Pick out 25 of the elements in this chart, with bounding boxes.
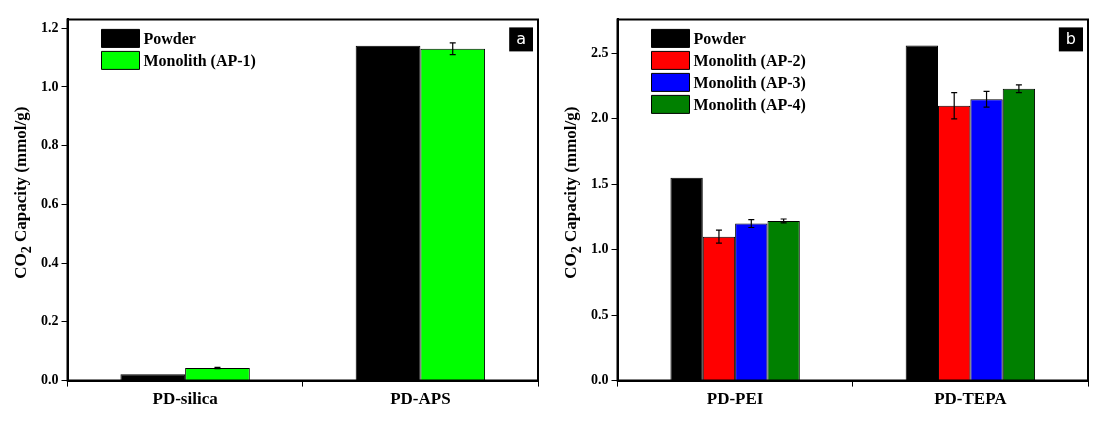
legend-label: Monolith (AP-1) — [143, 51, 256, 70]
legend-label: Powder — [693, 29, 746, 47]
y-tick-label: 1.5 — [591, 175, 609, 191]
y-tick-label: 1.0 — [591, 241, 609, 257]
x-tick-label: PD-TEPA — [934, 389, 1008, 409]
legend-label: Powder — [143, 29, 196, 47]
annotation: a — [516, 28, 526, 48]
y-tick-label: 0.8 — [41, 137, 59, 153]
y-tick-label: 2.0 — [591, 110, 609, 126]
y-tick-label: 0.4 — [41, 254, 59, 270]
y-tick-label: 0.0 — [41, 372, 59, 388]
y-tick-label: 2.5 — [591, 45, 609, 61]
legend-label: Monolith (AP-4) — [693, 95, 806, 114]
y-tick-label: 0.2 — [41, 313, 59, 329]
legend-label: Monolith (AP-2) — [693, 51, 806, 70]
x-tick-label: PD-PEI — [706, 389, 764, 409]
legend-label: Monolith (AP-3) — [693, 73, 806, 92]
y-tick-label: 0.5 — [591, 306, 609, 322]
x-tick-label: PD-APS — [390, 389, 451, 409]
y-tick-label: 1.2 — [41, 19, 59, 35]
annotation: b — [1065, 28, 1076, 48]
x-tick-label: PD-silica — [152, 389, 219, 409]
y-tick-label: 0.6 — [41, 196, 59, 212]
y-tick-label: 1.0 — [41, 78, 59, 94]
y-tick-label: 0.0 — [591, 372, 609, 388]
